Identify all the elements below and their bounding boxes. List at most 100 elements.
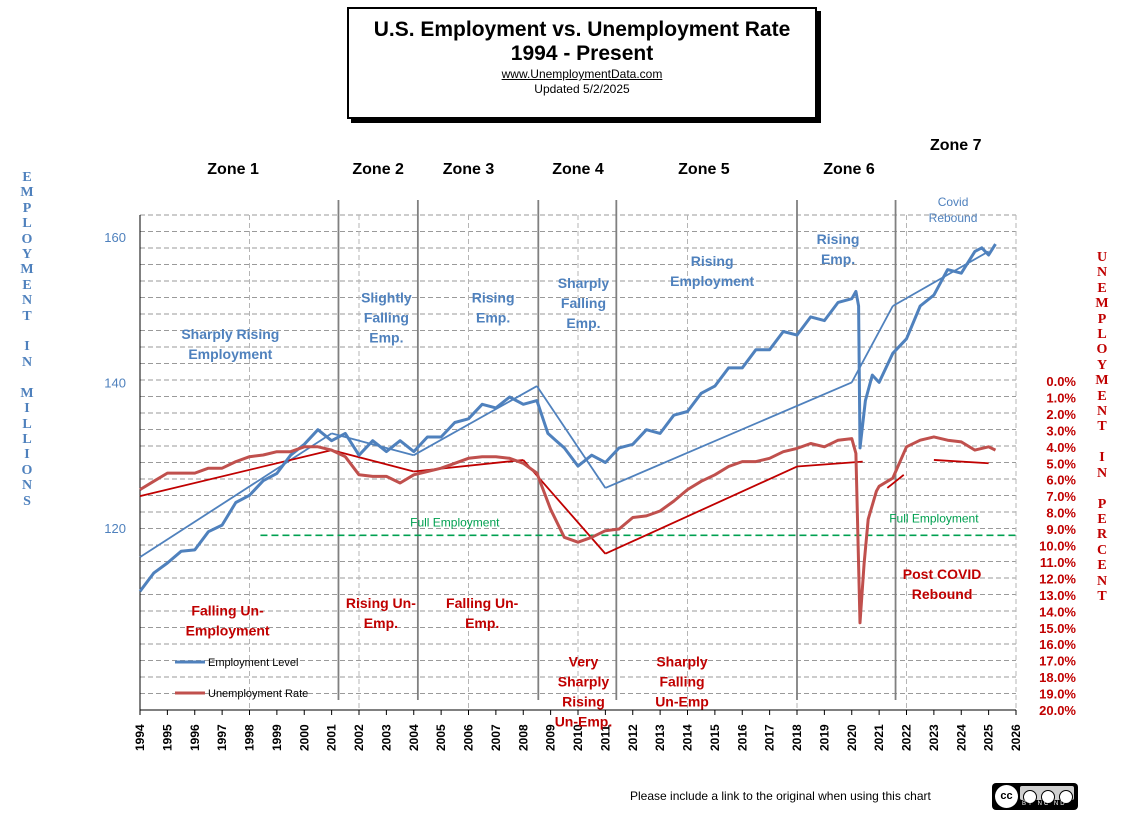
updated-date: Updated 5/2/2025 (534, 82, 630, 96)
right-tick-label: 17.0% (1039, 654, 1076, 669)
x-tick-label: 2006 (462, 724, 476, 751)
nd-icon (1059, 790, 1073, 804)
employment-trend-line (331, 432, 414, 457)
nc-icon (1041, 790, 1055, 804)
right-tick-label: 0.0% (1046, 374, 1076, 389)
x-tick-label: 2012 (626, 724, 640, 751)
x-tick-label: 2021 (872, 724, 886, 751)
unemployment-annotation: Falling Un-Emp. (446, 595, 519, 631)
x-tick-label: 2001 (325, 724, 339, 751)
x-tick-label: 2023 (927, 724, 941, 751)
zone-label: Zone 1 (207, 161, 259, 178)
x-tick-label: 1998 (243, 724, 257, 751)
x-tick-label: 1997 (215, 724, 229, 751)
employment-annotation: Rising Emp. (472, 289, 515, 325)
x-tick-label: 2015 (708, 724, 722, 751)
right-tick-label: 13.0% (1039, 588, 1076, 603)
x-tick-label: 2014 (681, 724, 695, 751)
x-tick-label: 2019 (817, 724, 831, 751)
employment-trend-line (892, 250, 990, 307)
left-tick-label: 120 (104, 521, 126, 536)
x-tick-label: 2016 (735, 724, 749, 751)
employment-trend-line (413, 385, 538, 457)
unemployment-trend-line (933, 459, 989, 465)
x-tick-label: 1994 (133, 724, 147, 751)
unemployment-annotation: Sharply Falling Un-Emp (655, 653, 709, 709)
x-tick-label: 2008 (516, 724, 530, 751)
full-employment-label: Full Employment (889, 511, 979, 525)
unemployment-annotation: Rising Un-Emp. (346, 595, 416, 631)
x-tick-label: 1996 (188, 724, 202, 751)
employment-annotation: Slightly Falling Emp. (361, 289, 412, 345)
chart-subtitle: 1994 - Present (510, 42, 654, 65)
title-box: U.S. Employment vs. Unemployment Rate 19… (347, 7, 817, 119)
license-bar (1020, 786, 1074, 804)
x-tick-label: 2005 (434, 724, 448, 751)
x-tick-label: 2009 (544, 724, 558, 751)
x-tick-label: 1995 (160, 724, 174, 751)
right-tick-label: 19.0% (1039, 687, 1076, 702)
zone-label: Zone 3 (443, 161, 495, 178)
unemployment-trend-line (139, 449, 332, 498)
x-tick-label: 2022 (900, 724, 914, 751)
right-tick-label: 12.0% (1039, 571, 1076, 586)
right-tick-label: 15.0% (1039, 621, 1076, 636)
right-tick-label: 2.0% (1046, 407, 1076, 422)
employment-annotation: Covid Rebound (929, 195, 978, 225)
x-tick-label: 2024 (954, 724, 968, 751)
unemployment-series-line (139, 435, 997, 625)
right-tick-label: 8.0% (1046, 506, 1076, 521)
chart-title: U.S. Employment vs. Unemployment Rate (373, 18, 791, 41)
unemployment-trend-line (886, 474, 905, 489)
right-tick-label: 9.0% (1046, 522, 1076, 537)
zone-label: Zone 7 (930, 137, 982, 154)
left-axis-title: E M P L O Y M E N T I N M I L L I O N S (20, 170, 34, 509)
employment-annotation: Sharply Rising Employment (181, 326, 279, 362)
credit-note: Please include a link to the original wh… (630, 789, 931, 803)
right-axis-title: U N E M P L O Y M E N T I N P E R C E N … (1095, 250, 1109, 604)
employment-annotation: Rising Employment (670, 253, 754, 289)
x-tick-label: 2018 (790, 724, 804, 751)
by-icon (1023, 790, 1037, 804)
right-tick-label: 1.0% (1046, 390, 1076, 405)
left-tick-label: 160 (104, 230, 126, 245)
x-tick-label: 2013 (653, 724, 667, 751)
site-link[interactable]: www.UnemploymentData.com (501, 67, 663, 81)
x-tick-label: 2011 (598, 725, 612, 751)
full-employment-label: Full Employment (410, 515, 500, 529)
employment-trend-line (536, 385, 607, 489)
unemployment-trend-line (331, 449, 414, 473)
right-tick-label: 14.0% (1039, 604, 1076, 619)
x-tick-label: 2007 (489, 724, 503, 751)
zone-label: Zone 2 (352, 161, 404, 178)
right-tick-label: 7.0% (1046, 489, 1076, 504)
unemployment-trend-line (605, 465, 798, 555)
employment-annotation: Rising Emp. (817, 231, 860, 267)
unemployment-trend-line (522, 459, 607, 555)
zone-label: Zone 6 (823, 161, 875, 178)
left-tick-label: 140 (104, 375, 126, 390)
x-tick-label: 2003 (379, 724, 393, 751)
x-tick-label: 2010 (571, 724, 585, 751)
right-tick-label: 4.0% (1046, 440, 1076, 455)
unemployment-annotation: Post COVID Rebound (903, 566, 982, 602)
creative-commons-icon: cc (995, 785, 1018, 808)
legend-label: Employment Level (208, 657, 299, 669)
legend-label: Unemployment Rate (208, 688, 308, 700)
right-tick-label: 3.0% (1046, 423, 1076, 438)
right-tick-label: 6.0% (1046, 473, 1076, 488)
x-tick-label: 2002 (352, 724, 366, 751)
unemployment-annotation: Falling Un-Employment (186, 602, 270, 638)
employment-annotation: Sharply Falling Emp. (558, 275, 610, 331)
unemployment-annotation: Very Sharply Rising Un-Emp. (555, 653, 613, 729)
right-tick-label: 18.0% (1039, 670, 1076, 685)
license-terms: BY NC ND (1022, 801, 1067, 807)
creative-commons-badge[interactable]: cc BY NC ND (992, 783, 1078, 810)
x-tick-label: 2026 (1009, 724, 1023, 751)
right-tick-label: 16.0% (1039, 637, 1076, 652)
x-tick-label: 1999 (270, 724, 284, 751)
zone-label: Zone 5 (678, 161, 730, 178)
x-tick-label: 2000 (297, 724, 311, 751)
right-tick-label: 10.0% (1039, 539, 1076, 554)
